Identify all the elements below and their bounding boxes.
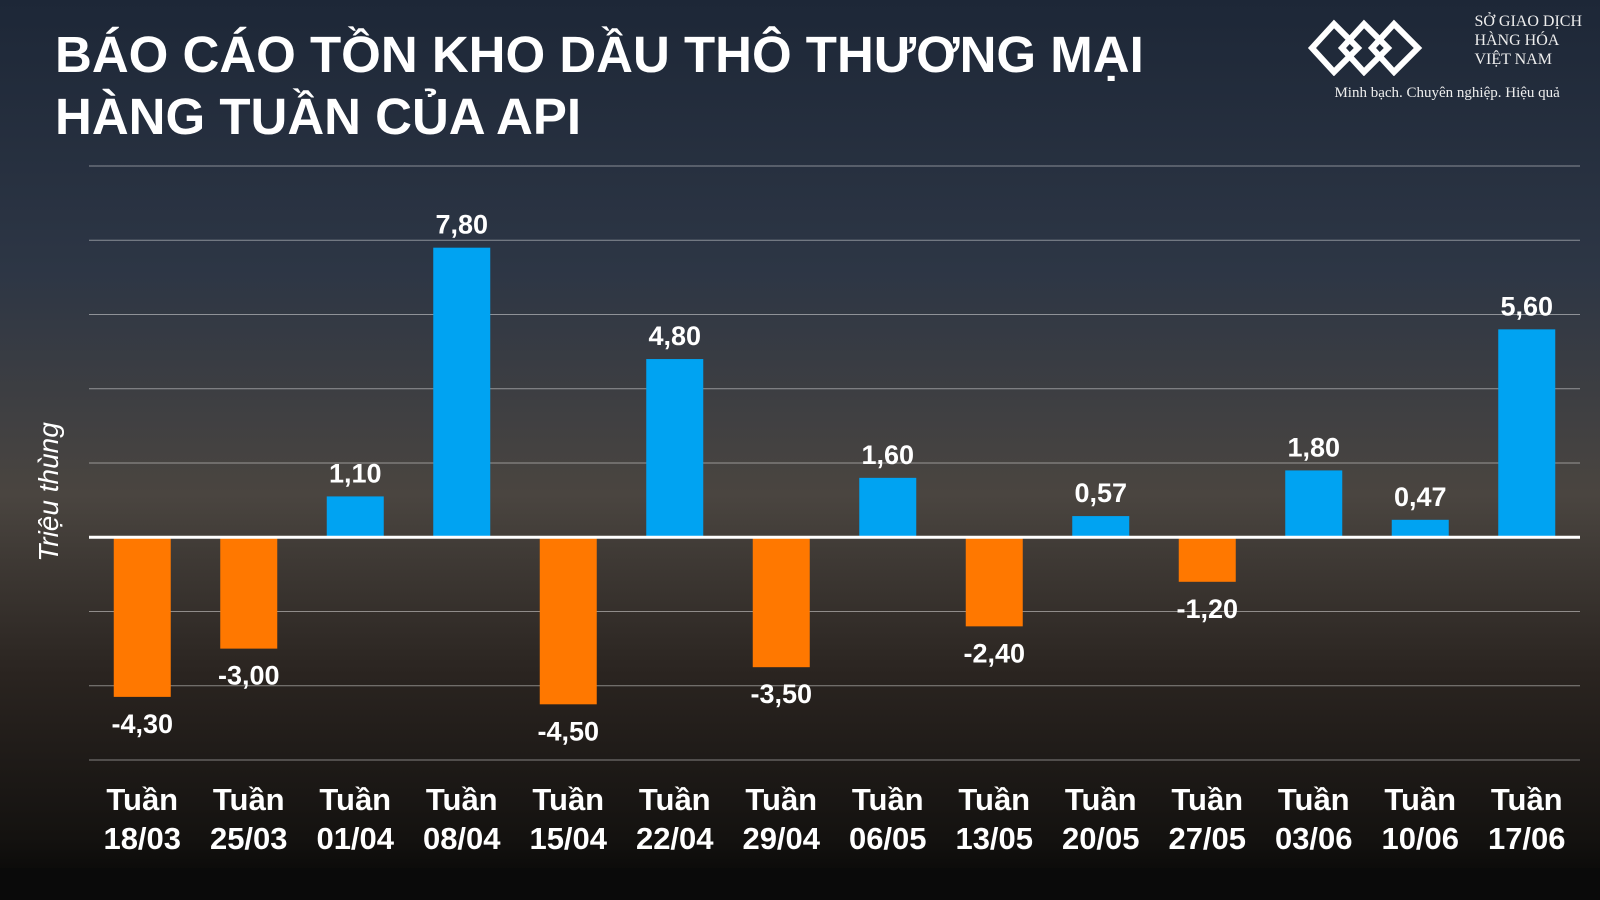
data-label: 1,60 [861, 440, 914, 470]
logo-line: HÀNG HÓA [1474, 32, 1560, 49]
bar [539, 537, 597, 705]
data-label: 0,57 [1074, 478, 1127, 508]
chart-title: BÁO CÁO TỒN KHO DẦU THÔ THƯƠNG MẠI HÀNG … [55, 26, 1144, 145]
data-label: 1,10 [329, 458, 382, 488]
bottom-strip [0, 868, 1600, 900]
x-tick-label: Tuần 01/04 [316, 782, 395, 856]
logo-mark [1307, 19, 1423, 76]
data-label: 7,80 [435, 210, 488, 240]
data-label: -1,20 [1176, 594, 1238, 624]
bar [646, 359, 704, 538]
x-tick-label: Tuần 08/04 [422, 782, 501, 856]
bar [220, 537, 278, 649]
data-label: 4,80 [648, 321, 701, 351]
bar [1285, 470, 1343, 538]
x-tick-label: Tuần 20/05 [1061, 782, 1140, 856]
x-tick-label: Tuần 15/04 [529, 782, 608, 856]
bar [1391, 519, 1449, 538]
bar [752, 537, 810, 668]
data-label: 0,47 [1394, 482, 1447, 512]
data-label: -2,40 [963, 638, 1025, 668]
bar [1178, 537, 1236, 582]
data-label: 1,80 [1287, 432, 1340, 462]
data-label: -3,50 [750, 679, 812, 709]
logo-line: VIỆT NAM [1474, 51, 1552, 68]
x-tick-label: Tuần 29/04 [742, 782, 821, 856]
data-label: -3,00 [218, 661, 280, 691]
x-tick-label: Tuần 25/03 [209, 782, 288, 856]
bar [433, 247, 491, 538]
logo-tagline: Minh bạch. Chuyên nghiệp. Hiệu quả [1334, 85, 1560, 101]
logo-line: SỞ GIAO DỊCH [1474, 13, 1582, 30]
bar [965, 537, 1023, 627]
x-tick-label: Tuần 03/06 [1274, 782, 1353, 856]
bar [1072, 516, 1130, 538]
x-tick-label: Tuần 06/05 [848, 782, 927, 856]
bar [113, 537, 171, 697]
x-tick-label: Tuần 13/05 [955, 782, 1034, 856]
x-tick-label: Tuần 27/05 [1168, 782, 1247, 856]
data-label: -4,30 [111, 709, 173, 739]
y-axis-label: Triệu thùng [33, 422, 64, 562]
bar [326, 496, 384, 538]
x-tick-label: Tuần 10/06 [1381, 782, 1460, 856]
logo: SỞ GIAO DỊCH HÀNG HÓA VIỆT NAM Minh bạch… [1307, 12, 1582, 103]
bar [859, 477, 917, 538]
x-tick-label: Tuần 17/06 [1487, 782, 1566, 856]
data-label: 5,60 [1500, 291, 1553, 321]
x-tick-label: Tuần 22/04 [635, 782, 714, 856]
data-label: -4,50 [537, 716, 599, 746]
x-tick-label: Tuần 18/03 [103, 782, 182, 856]
bar [1498, 329, 1556, 538]
